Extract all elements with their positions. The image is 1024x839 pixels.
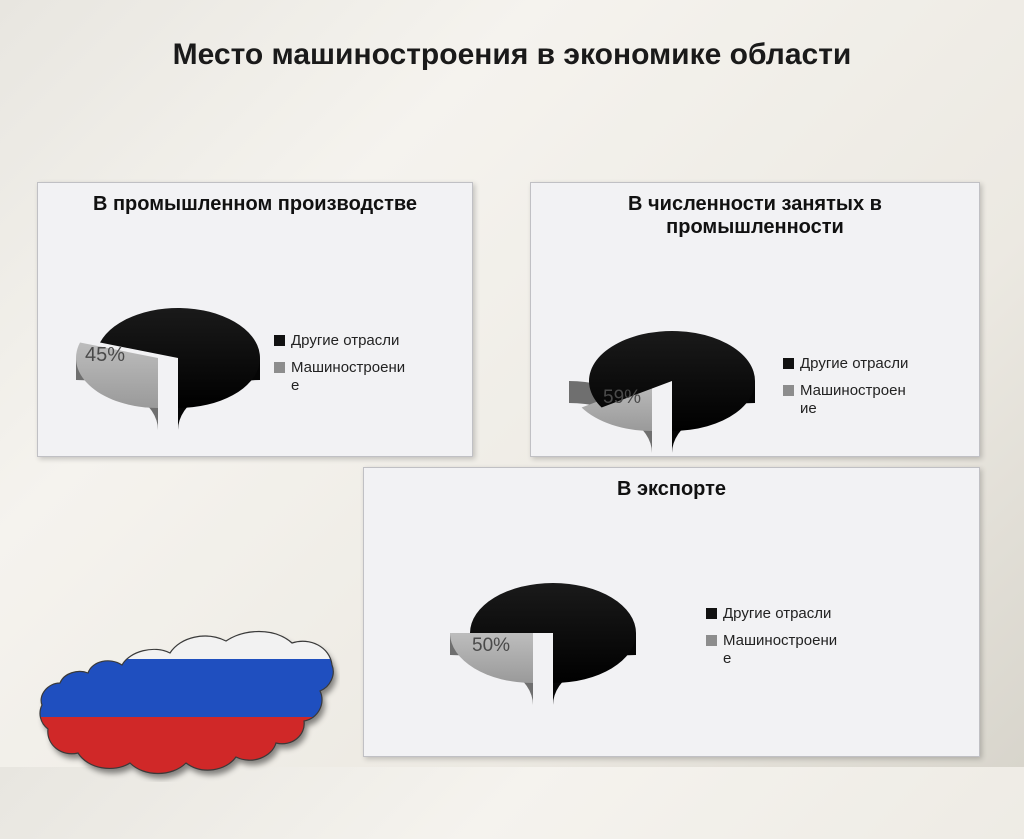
panel-industrial-production: В промышленном производстве 45% Другие о… — [37, 182, 473, 457]
swatch-machinery — [706, 635, 717, 646]
panel3-legend: Другие отрасли Машиностроение — [706, 605, 843, 667]
swatch-machinery — [783, 385, 794, 396]
legend-label-machinery: Машиностроение — [723, 632, 843, 667]
panels-container: В промышленном производстве 45% Другие о… — [0, 72, 1024, 839]
russia-flag-map — [30, 587, 340, 782]
panel2-pie-chart — [559, 321, 785, 488]
swatch-machinery — [274, 362, 285, 373]
panel1-title: В промышленном производстве — [38, 183, 472, 220]
legend-item-machinery: Машиностроение — [783, 382, 910, 417]
panel-export: В экспорте 50% Другие отрасли Машиностро… — [363, 467, 980, 757]
legend-item-other: Другие отрасли — [274, 332, 411, 349]
panel1-percent-label: 45% — [85, 344, 125, 367]
legend-label-machinery: Машиностроение — [800, 382, 910, 417]
panel2-legend: Другие отрасли Машиностроение — [783, 355, 910, 417]
legend-label-other: Другие отрасли — [723, 605, 843, 622]
panel2-title: В численности занятых в промышленности — [531, 183, 979, 243]
page-title: Место машиностроения в экономике области — [0, 0, 1024, 72]
panel1-pie-chart — [66, 298, 290, 465]
legend-label-other: Другие отрасли — [800, 355, 910, 372]
legend-label-other: Другие отрасли — [291, 332, 411, 349]
swatch-other — [783, 358, 794, 369]
legend-label-machinery: Машиностроение — [291, 359, 411, 394]
panel1-legend: Другие отрасли Машиностроение — [274, 332, 411, 394]
swatch-other — [706, 608, 717, 619]
legend-item-other: Другие отрасли — [706, 605, 843, 622]
panel3-title: В экспорте — [364, 468, 979, 505]
legend-item-machinery: Машиностроение — [706, 632, 843, 667]
legend-item-other: Другие отрасли — [783, 355, 910, 372]
panel-employment: В численности занятых в промышленности 5… — [530, 182, 980, 457]
panel2-percent-label: 59% — [603, 387, 641, 409]
panel3-percent-label: 50% — [472, 635, 510, 657]
legend-item-machinery: Машиностроение — [274, 359, 411, 394]
swatch-other — [274, 335, 285, 346]
